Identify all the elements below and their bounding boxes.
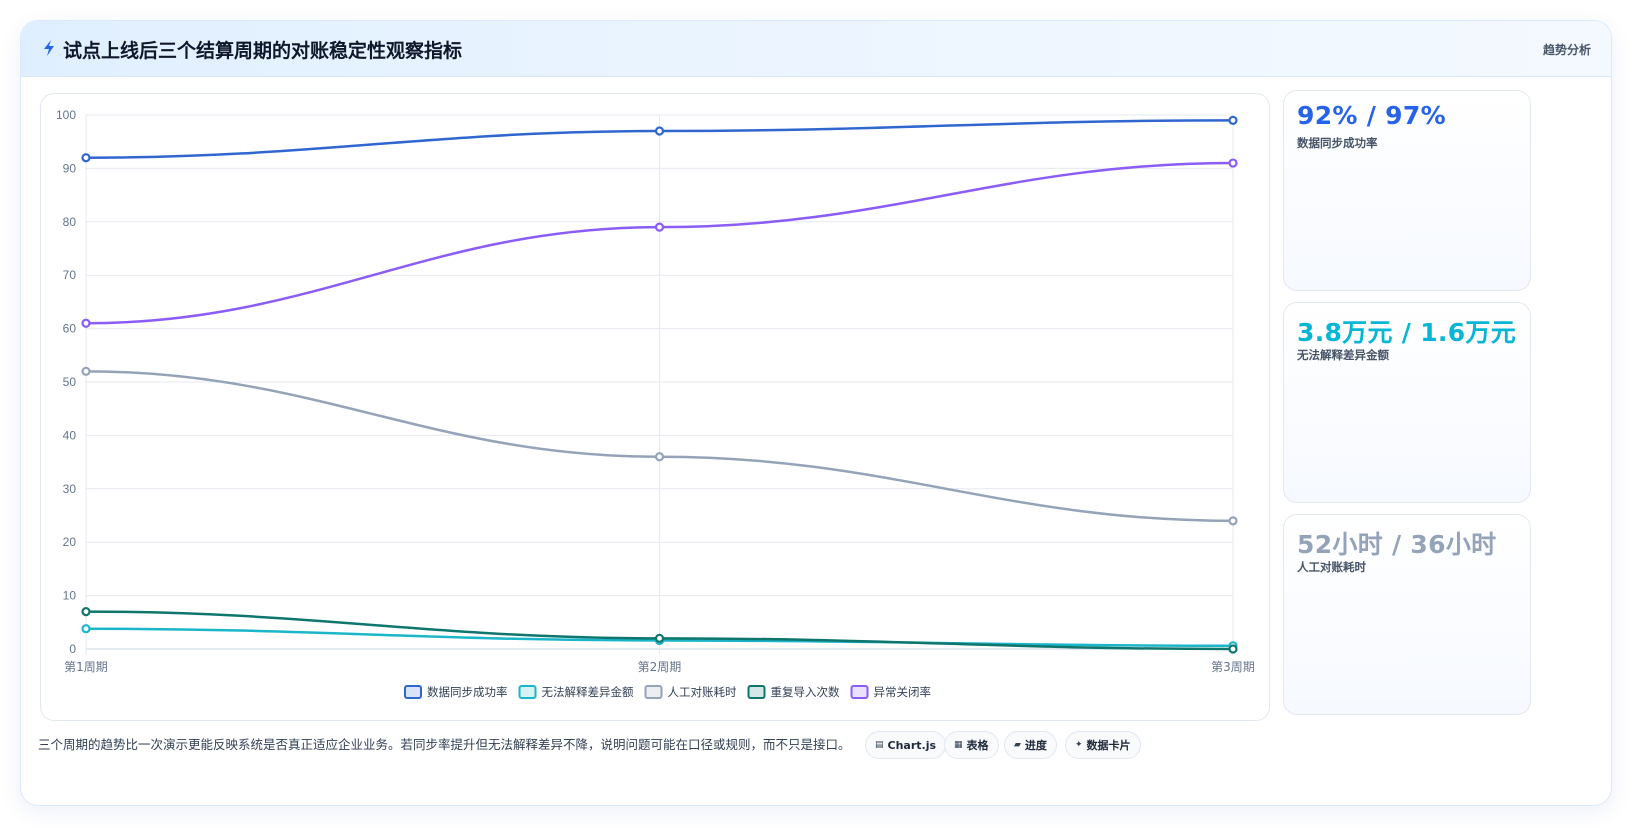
trend-analysis-tag: 趋势分析 (1542, 43, 1591, 57)
y-tick-label: 20 (63, 535, 77, 549)
kpi-label: 数据同步成功率 (1297, 136, 1378, 150)
chip-data-card[interactable]: ✦ 数据卡片 (1065, 731, 1141, 759)
chart-icon: ▤ (875, 740, 884, 750)
data-point (81, 366, 91, 376)
kpi-label: 无法解释差异金额 (1297, 348, 1389, 362)
kpi-label: 人工对账耗时 (1297, 560, 1366, 574)
data-point (654, 633, 665, 643)
legend-swatch (850, 685, 869, 699)
data-point (654, 126, 665, 136)
legend-swatch (518, 685, 537, 699)
x-tick-label: 第1周期 (64, 660, 108, 674)
card-header: 试点上线后三个结算周期的对账稳定性观察指标 趋势分析 (21, 21, 1611, 77)
line-chart: 0 10 20 30 40 50 60 70 80 90 100 第1周期 第2周期 第3周期数据同步成功… (56, 108, 1255, 699)
kpi-value: 52小时 / 36小时 (1297, 530, 1497, 559)
legend-label: 无法解释差异金额 (542, 685, 634, 699)
kpi-value: 92% / 97% (1297, 101, 1446, 130)
y-tick-label: 10 (63, 589, 77, 603)
page-title: 试点上线后三个结算周期的对账稳定性观察指标 (63, 40, 463, 62)
lightning-icon (44, 40, 54, 56)
chip-progress[interactable]: ▰ 进度 (1004, 731, 1057, 759)
legend-label: 异常关闭率 (873, 685, 931, 699)
y-tick-label: 90 (63, 161, 77, 175)
y-tick-label: 80 (63, 215, 77, 229)
y-tick-label: 60 (63, 322, 77, 336)
data-point (81, 624, 91, 634)
data-point (81, 153, 91, 163)
kpi-value: 3.8万元 / 1.6万元 (1297, 318, 1517, 347)
y-tick-label: 50 (63, 375, 77, 389)
kpi-card-sync-rate: 92% / 97% 数据同步成功率 (1283, 90, 1531, 291)
data-point (654, 452, 665, 462)
chip-label: 数据卡片 (1086, 739, 1131, 752)
progress-icon: ▰ (1014, 740, 1021, 750)
legend-label: 重复导入次数 (770, 685, 839, 699)
chip-chartjs[interactable]: ▤ Chart.js (865, 731, 947, 759)
table-icon: ▦ (954, 740, 963, 750)
x-tick-label: 第2周期 (638, 660, 682, 674)
chip-label: 表格 (966, 739, 989, 752)
data-point (81, 607, 91, 617)
y-tick-label: 30 (63, 482, 77, 496)
legend-swatch (747, 685, 766, 699)
data-point (654, 222, 665, 232)
footer-note: 三个周期的趋势比一次演示更能反映系统是否真正适应企业业务。若同步率提升但无法解释… (38, 737, 851, 752)
line-chart-panel: 0 10 20 30 40 50 60 70 80 90 100 第1周期 第2周期 第3周期数据同步成功… (40, 93, 1270, 721)
legend-swatch (404, 685, 423, 699)
data-point (81, 318, 91, 328)
data-card-icon: ✦ (1075, 740, 1083, 750)
data-point (1228, 115, 1238, 125)
legend-label: 数据同步成功率 (427, 685, 508, 699)
x-tick-label: 第3周期 (1211, 660, 1255, 674)
data-point (1228, 158, 1238, 168)
kpi-card-unexplained-diff: 3.8万元 / 1.6万元 无法解释差异金额 (1283, 302, 1531, 503)
chip-label: Chart.js (887, 738, 937, 752)
y-tick-label: 0 (69, 642, 76, 656)
dashboard-card: 试点上线后三个结算周期的对账稳定性观察指标 趋势分析 0 10 20 30 40 50 60… (20, 20, 1612, 806)
y-tick-label: 40 (63, 428, 77, 442)
chip-label: 进度 (1024, 739, 1047, 752)
data-point (1228, 516, 1238, 526)
legend-swatch (644, 685, 663, 699)
y-tick-label: 70 (63, 268, 77, 282)
kpi-card-manual-hours: 52小时 / 36小时 人工对账耗时 (1283, 514, 1531, 715)
data-point (1228, 644, 1238, 654)
chip-table[interactable]: ▦ 表格 (944, 731, 999, 759)
y-tick-label: 100 (56, 108, 76, 122)
legend-label: 人工对账耗时 (668, 685, 737, 699)
